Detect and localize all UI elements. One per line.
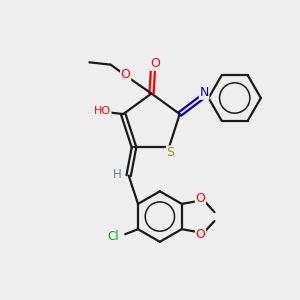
Text: O: O — [196, 228, 206, 241]
Text: HO: HO — [94, 106, 111, 116]
Text: Cl: Cl — [107, 230, 119, 243]
Text: O: O — [150, 57, 160, 70]
Text: N: N — [200, 86, 209, 99]
Text: S: S — [167, 146, 174, 159]
Text: O: O — [196, 192, 206, 205]
Text: H: H — [113, 167, 122, 181]
Text: O: O — [121, 68, 130, 81]
